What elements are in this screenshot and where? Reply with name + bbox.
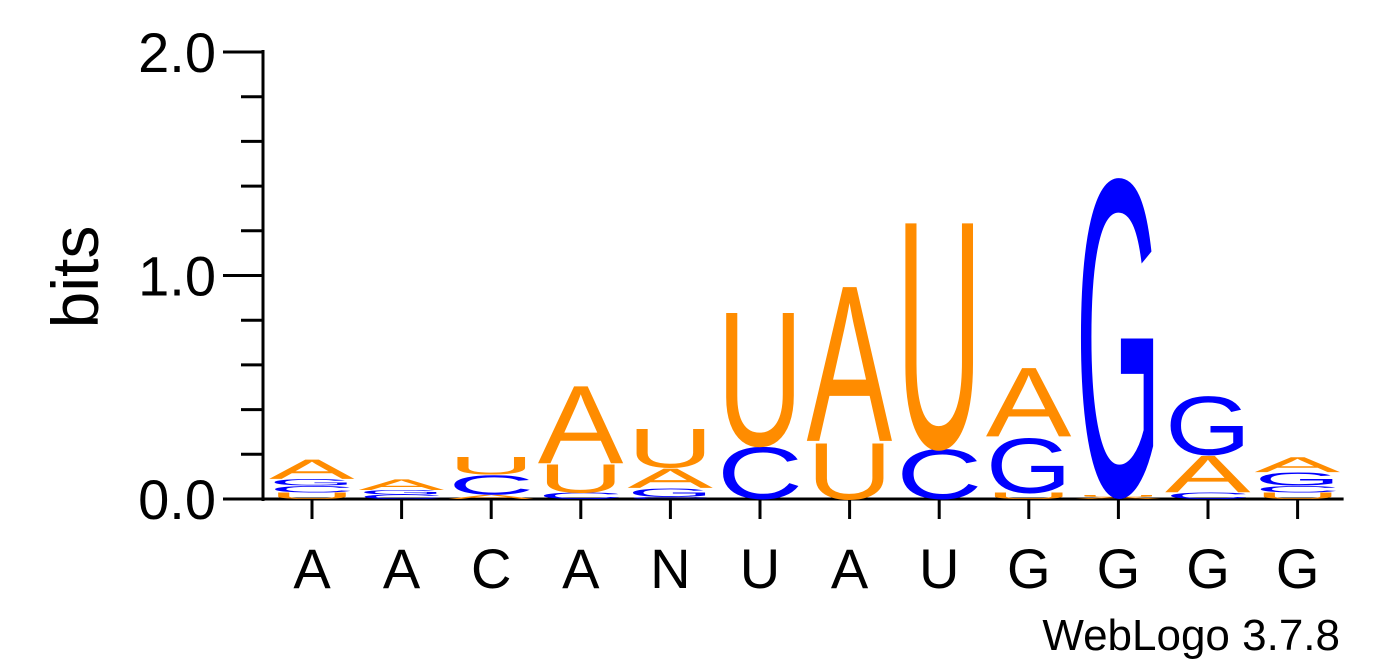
logo-letter-A: A — [986, 347, 1072, 458]
svg-text:U: U — [1255, 491, 1341, 501]
logo-letter-G: G — [1165, 378, 1251, 472]
logo-letter-U: U — [807, 426, 893, 516]
svg-text:G: G — [986, 423, 1072, 509]
svg-text:C: C — [717, 432, 803, 515]
logo-letter-A: A — [269, 454, 355, 485]
svg-text:A: A — [627, 463, 713, 494]
logo-letter-U: U — [896, 153, 982, 517]
svg-text:A: A — [1165, 444, 1251, 503]
logo-letter-A: A — [359, 476, 445, 493]
logo-letter-G: G — [269, 477, 355, 487]
svg-text:G: G — [269, 477, 355, 487]
x-position-label: A — [293, 537, 331, 600]
x-position-label: A — [831, 537, 869, 600]
svg-text:A: A — [1255, 453, 1341, 477]
x-position-label: C — [471, 537, 511, 600]
svg-text:G: G — [1165, 378, 1251, 472]
weblogo-credit: WebLogo 3.7.8 — [1042, 611, 1340, 660]
logo-letter-G: G — [1075, 84, 1161, 591]
svg-text:C: C — [448, 470, 534, 501]
logo-letter-C: C — [448, 470, 534, 501]
svg-text:G: G — [1075, 84, 1161, 591]
logo-letter-C: C — [1165, 491, 1251, 501]
x-position-label: N — [650, 537, 690, 600]
svg-text:U: U — [269, 491, 355, 501]
svg-text:C: C — [1165, 491, 1251, 501]
axes — [223, 50, 1344, 519]
x-position-label: A — [562, 537, 600, 600]
logo-letter-U: U — [448, 452, 534, 480]
logo-letter-A: A — [538, 362, 624, 487]
svg-text:A: A — [1075, 496, 1161, 499]
y-tick-label: 1.0 — [138, 245, 216, 308]
logo-letter-C: C — [627, 496, 713, 499]
svg-text:A: A — [986, 347, 1072, 458]
svg-text:G: G — [627, 486, 713, 500]
svg-text:U: U — [807, 426, 893, 516]
logo-letter-U: U — [627, 417, 713, 479]
svg-text:C: C — [269, 484, 355, 494]
svg-text:U: U — [1075, 494, 1161, 497]
svg-text:A: A — [538, 362, 624, 487]
svg-text:A: A — [269, 454, 355, 485]
x-position-label: G — [1186, 537, 1230, 600]
svg-text:C: C — [359, 493, 445, 500]
logo-letter-U: U — [717, 271, 803, 486]
logo-letter-C: C — [896, 434, 982, 514]
y-tick-label: 0.0 — [138, 468, 216, 531]
logo-letter-U: U — [538, 456, 624, 501]
y-axis-title: bits — [38, 226, 112, 329]
svg-text:U: U — [896, 153, 982, 517]
svg-text:U: U — [448, 452, 534, 480]
x-position-label: G — [1276, 537, 1320, 600]
logo-letter-C: C — [359, 493, 445, 500]
logo-letter-A: A — [807, 239, 893, 489]
x-position-label: G — [1007, 537, 1051, 600]
logo-letter-A: A — [1165, 444, 1251, 503]
logo-letter-U: U — [986, 491, 1072, 501]
logo-letter-U: U — [1255, 491, 1341, 501]
logo-letter-C: C — [1255, 484, 1341, 494]
logo-letter-G: G — [1255, 469, 1341, 490]
x-position-label: U — [919, 537, 959, 600]
logo-letter-A: A — [627, 463, 713, 494]
logo-letter-C: C — [538, 491, 624, 501]
logo-letter-C: C — [269, 484, 355, 494]
logo-letter-G: G — [359, 489, 445, 496]
svg-text:U: U — [717, 271, 803, 486]
svg-text:G: G — [359, 489, 445, 496]
svg-text:C: C — [627, 496, 713, 499]
x-position-label: G — [1097, 537, 1141, 600]
logo-letter-U: U — [269, 491, 355, 501]
logo-letter-G: G — [986, 423, 1072, 509]
svg-text:G: G — [1255, 469, 1341, 490]
y-tick-labels: 0.0 1.0 2.0 — [138, 21, 216, 531]
svg-text:U: U — [538, 456, 624, 501]
x-position-label: U — [740, 537, 780, 600]
logo-letter-A: A — [1075, 496, 1161, 499]
svg-text:C: C — [1255, 484, 1341, 494]
svg-text:C: C — [896, 434, 982, 514]
svg-text:A: A — [448, 493, 534, 500]
svg-text:A: A — [359, 476, 445, 493]
logo-letter-U: U — [1075, 494, 1161, 497]
logo-letter-C: C — [717, 432, 803, 515]
svg-text:C: C — [538, 491, 624, 501]
x-position-label: A — [383, 537, 421, 600]
svg-text:U: U — [986, 491, 1072, 501]
logo-letter-A: A — [1255, 453, 1341, 477]
svg-text:A: A — [807, 239, 893, 489]
logo-letter-A: A — [448, 493, 534, 500]
logo-letter-G: G — [627, 486, 713, 500]
y-tick-label: 2.0 — [138, 21, 216, 84]
svg-text:U: U — [627, 417, 713, 479]
